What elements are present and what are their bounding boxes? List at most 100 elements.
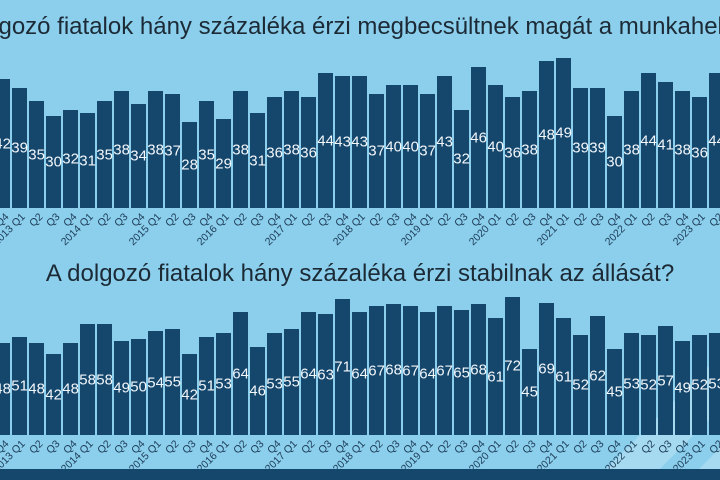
bar-value-label: 40 xyxy=(487,138,504,155)
bar-value-label: 63 xyxy=(317,366,334,383)
x-tick-label: Q2 xyxy=(298,438,318,457)
bar: 39 xyxy=(572,88,589,208)
bar: 39 xyxy=(589,88,606,208)
bar: 61 xyxy=(555,318,572,435)
bar: 40 xyxy=(402,85,419,208)
bar-value-label: 31 xyxy=(249,152,266,169)
bar-value-label: 36 xyxy=(691,144,708,161)
bar-value-label: 38 xyxy=(113,141,130,158)
bar-value-label: 71 xyxy=(334,358,351,376)
bar-value-label: 48 xyxy=(538,126,555,143)
bar-value-label: 61 xyxy=(555,368,572,385)
bar: 35 xyxy=(198,101,215,208)
bar: 40 xyxy=(385,85,402,208)
bar: 40 xyxy=(487,85,504,208)
bar: 51 xyxy=(198,337,215,435)
bar: 38 xyxy=(232,91,249,208)
bar: 31 xyxy=(79,113,96,208)
bar: 48 xyxy=(0,343,11,435)
bar-value-label: 69 xyxy=(538,360,555,378)
bar-value-label: 42 xyxy=(45,386,62,403)
bar: 52 xyxy=(572,335,589,435)
bar-value-label: 55 xyxy=(164,373,181,391)
bar: 37 xyxy=(419,94,436,208)
bar-value-label: 53 xyxy=(215,375,232,393)
bar: 55 xyxy=(283,329,300,435)
bar-value-label: 35 xyxy=(28,146,45,163)
bar: 38 xyxy=(623,91,640,208)
bar-value-label: 40 xyxy=(402,138,419,155)
bar: 38 xyxy=(147,91,164,208)
bar-value-label: 57 xyxy=(657,372,674,389)
bar-value-label: 64 xyxy=(232,365,249,382)
bar: 39 xyxy=(11,88,28,208)
bar-value-label: 49 xyxy=(113,379,130,397)
bar-value-label: 38 xyxy=(674,141,691,158)
bar-value-label: 48 xyxy=(0,380,11,398)
bar-value-label: 31 xyxy=(79,152,96,169)
bar: 32 xyxy=(62,110,79,208)
bar: 57 xyxy=(657,326,674,435)
bar-value-label: 35 xyxy=(96,146,113,163)
bar: 48 xyxy=(62,343,79,435)
x-tick-label: Q3 xyxy=(519,438,539,457)
bar: 48 xyxy=(28,343,45,435)
bar-value-label: 64 xyxy=(351,365,368,382)
bar-value-label: 32 xyxy=(453,150,470,168)
bar-value-label: 36 xyxy=(300,144,317,161)
bar-value-label: 54 xyxy=(147,374,164,392)
x-tick-label: Q3 xyxy=(111,438,131,457)
bar-value-label: 55 xyxy=(283,373,300,391)
bar-value-label: 37 xyxy=(419,142,436,160)
bar: 52 xyxy=(691,335,708,435)
bar-value-label: 58 xyxy=(96,371,113,388)
x-tick-label: Q2 xyxy=(162,438,182,457)
bar-value-label: 30 xyxy=(606,153,623,171)
bar-value-label: 65 xyxy=(453,364,470,381)
bar: 64 xyxy=(351,312,368,435)
bar-value-label: 61 xyxy=(487,368,504,385)
bar: 37 xyxy=(164,94,181,208)
bar-value-label: 39 xyxy=(589,139,606,157)
bar: 42 xyxy=(181,354,198,435)
bar-value-label: 44 xyxy=(317,132,334,149)
x-tick-label: Q3 xyxy=(179,438,199,457)
bar-value-label: 67 xyxy=(402,362,419,379)
bar: 31 xyxy=(249,113,266,208)
bar-value-label: 49 xyxy=(674,379,691,397)
x-tick-label: Q2 xyxy=(366,438,386,457)
bar: 64 xyxy=(419,312,436,435)
bar-value-label: 45 xyxy=(521,383,538,401)
x-tick-label: Q2 xyxy=(706,438,720,457)
bar-value-label: 38 xyxy=(232,141,249,158)
bar-value-label: 32 xyxy=(62,150,79,168)
bar-value-label: 53 xyxy=(623,375,640,393)
bar-value-label: 51 xyxy=(198,377,215,395)
x-tick-label: Q2 xyxy=(638,438,658,457)
bar-value-label: 49 xyxy=(555,124,572,142)
bar-value-label: 43 xyxy=(334,133,351,151)
bar-value-label: 36 xyxy=(504,144,521,161)
bar: 62 xyxy=(589,316,606,435)
chart-title: A dolgozó fiatalok hány százaléka érzi s… xyxy=(45,260,675,287)
bar: 53 xyxy=(708,333,720,435)
bar-value-label: 53 xyxy=(708,375,720,393)
bar: 71 xyxy=(334,299,351,435)
bar: 38 xyxy=(283,91,300,208)
bar-value-label: 51 xyxy=(11,377,28,395)
bar-value-label: 72 xyxy=(504,357,521,375)
bar: 64 xyxy=(232,312,249,435)
bar-value-label: 52 xyxy=(640,376,657,394)
bar: 36 xyxy=(691,97,708,208)
bar-value-label: 35 xyxy=(198,146,215,163)
bar: 45 xyxy=(521,349,538,435)
bar: 44 xyxy=(640,73,657,208)
bar: 42 xyxy=(0,79,11,208)
bar: 58 xyxy=(79,324,96,435)
bar: 53 xyxy=(623,333,640,435)
x-tick-label: Q3 xyxy=(655,438,675,457)
bar: 41 xyxy=(657,82,674,208)
bar: 49 xyxy=(674,341,691,435)
